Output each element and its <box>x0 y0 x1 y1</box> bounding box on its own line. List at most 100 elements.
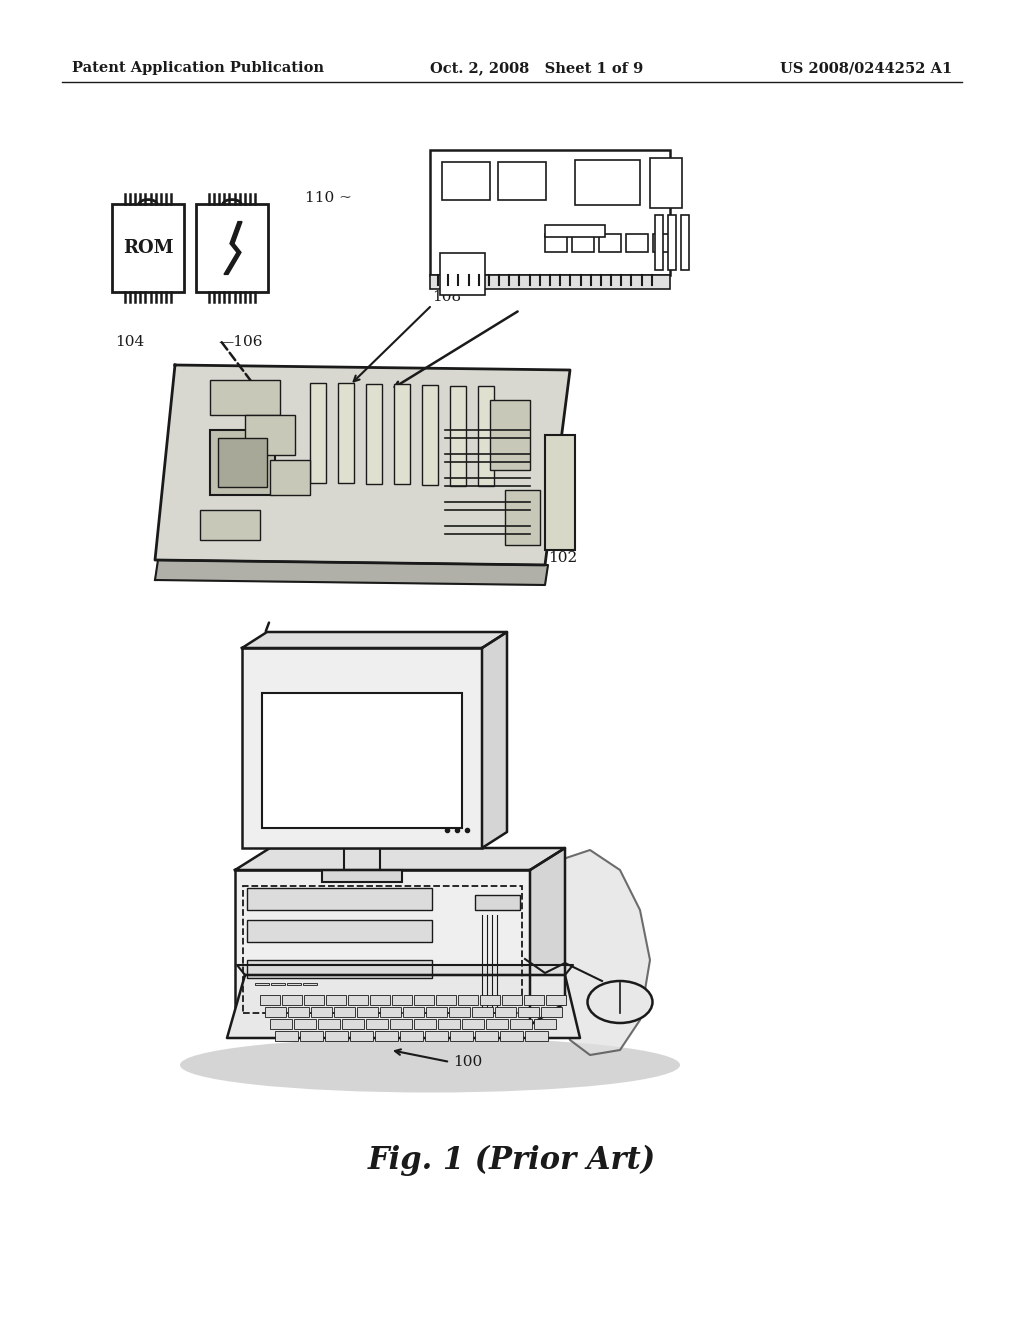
Bar <box>303 983 317 985</box>
Bar <box>357 1007 378 1016</box>
Bar <box>475 895 520 909</box>
Bar <box>270 1019 292 1030</box>
Text: 100: 100 <box>454 1055 482 1069</box>
Bar <box>575 160 640 205</box>
Bar <box>653 234 675 252</box>
Bar <box>510 1019 532 1030</box>
Polygon shape <box>530 847 565 1026</box>
Bar <box>425 1031 449 1041</box>
Bar <box>288 1007 309 1016</box>
Bar <box>112 205 184 292</box>
Polygon shape <box>224 222 242 275</box>
Polygon shape <box>155 366 570 565</box>
Polygon shape <box>234 847 565 870</box>
Bar <box>599 234 621 252</box>
Text: 102: 102 <box>548 550 578 565</box>
Bar <box>546 995 566 1005</box>
Bar <box>449 1007 470 1016</box>
Bar <box>490 400 530 470</box>
Polygon shape <box>366 384 382 484</box>
Bar <box>472 1007 493 1016</box>
Bar <box>458 995 478 1005</box>
Bar <box>342 1019 364 1030</box>
Bar <box>196 205 268 292</box>
Bar <box>270 459 310 495</box>
Ellipse shape <box>180 1038 680 1093</box>
Bar <box>245 414 295 455</box>
Bar <box>426 1007 447 1016</box>
Bar <box>294 1019 316 1030</box>
Polygon shape <box>227 975 580 1038</box>
Bar <box>325 1031 348 1041</box>
Bar <box>440 253 485 294</box>
Text: 104: 104 <box>115 335 144 348</box>
Text: ROM: ROM <box>123 239 173 257</box>
Bar <box>442 162 490 201</box>
Text: 110 ~: 110 ~ <box>305 191 352 205</box>
Bar <box>525 1031 548 1041</box>
Bar <box>502 995 522 1005</box>
Bar <box>430 150 670 275</box>
Bar <box>545 234 567 252</box>
Bar <box>275 1031 298 1041</box>
Bar <box>318 1019 340 1030</box>
Bar <box>218 438 267 487</box>
Bar <box>541 1007 562 1016</box>
Bar <box>210 380 280 414</box>
Polygon shape <box>422 385 438 484</box>
Bar <box>486 1019 508 1030</box>
Polygon shape <box>242 632 507 648</box>
Bar <box>500 1031 523 1041</box>
Bar <box>234 870 530 1026</box>
Bar <box>348 995 368 1005</box>
Bar <box>250 1026 275 1034</box>
Text: Fig. 1 (Prior Art): Fig. 1 (Prior Art) <box>368 1144 656 1176</box>
Bar <box>247 920 432 942</box>
Polygon shape <box>540 850 650 1055</box>
Bar <box>247 960 432 978</box>
Bar <box>400 1031 423 1041</box>
Bar <box>436 995 456 1005</box>
Polygon shape <box>338 383 354 483</box>
Bar <box>438 1019 460 1030</box>
Polygon shape <box>450 385 466 486</box>
Bar <box>380 1007 401 1016</box>
Bar <box>334 1007 355 1016</box>
Bar <box>262 693 462 828</box>
Ellipse shape <box>588 981 652 1023</box>
Bar <box>655 215 663 271</box>
Bar <box>545 436 575 550</box>
Bar <box>403 1007 424 1016</box>
Bar <box>681 215 689 271</box>
Polygon shape <box>482 632 507 847</box>
Bar <box>572 234 594 252</box>
Text: US 2008/0244252 A1: US 2008/0244252 A1 <box>779 61 952 75</box>
Bar <box>498 162 546 201</box>
Bar <box>350 1031 373 1041</box>
Bar <box>243 886 522 1012</box>
Bar <box>247 888 432 909</box>
Bar <box>668 215 676 271</box>
Bar <box>392 995 412 1005</box>
Bar <box>518 1007 539 1016</box>
Bar <box>390 1019 412 1030</box>
Bar <box>414 995 434 1005</box>
Bar <box>322 870 402 882</box>
Bar <box>414 1019 436 1030</box>
Bar <box>311 1007 332 1016</box>
Bar <box>534 1019 556 1030</box>
Bar <box>475 1031 498 1041</box>
Text: —106: —106 <box>218 335 262 348</box>
Bar <box>650 158 682 209</box>
Bar <box>480 995 500 1005</box>
Bar <box>366 1019 388 1030</box>
Bar <box>242 648 482 847</box>
Bar <box>450 1031 473 1041</box>
Bar <box>462 1019 484 1030</box>
Polygon shape <box>155 560 548 585</box>
Bar <box>300 1031 323 1041</box>
Bar <box>282 995 302 1005</box>
Bar <box>495 1007 516 1016</box>
Bar <box>626 234 648 252</box>
Bar <box>271 983 285 985</box>
